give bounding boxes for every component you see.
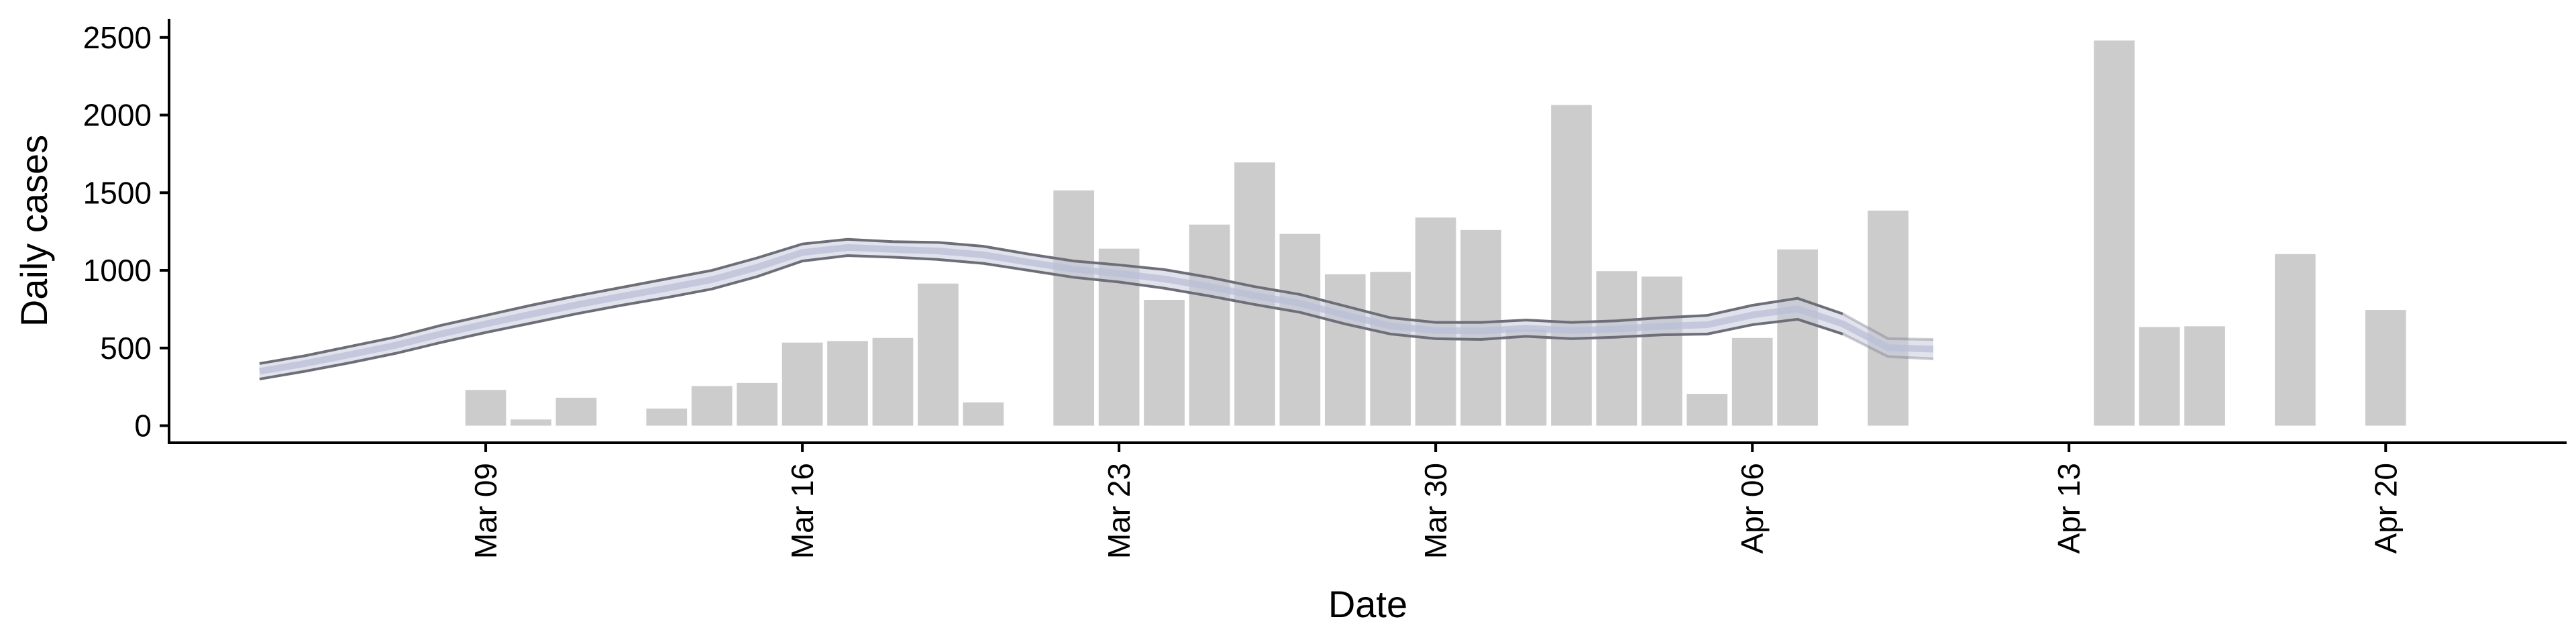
bar — [1731, 337, 1773, 426]
bar — [1596, 271, 1638, 426]
bar — [737, 382, 777, 426]
bar — [827, 341, 868, 426]
axes-layer — [168, 19, 2567, 444]
x-tick-label: Mar 30 — [1418, 463, 1453, 559]
bar — [691, 386, 733, 426]
x-tick-label: Apr 06 — [1735, 463, 1770, 554]
bar — [1370, 272, 1411, 426]
bar — [555, 397, 597, 426]
bar — [963, 402, 1004, 426]
y-tick-label: 2000 — [83, 98, 152, 133]
x-tick-label: Apr 20 — [2368, 463, 2403, 554]
x-ticks: Mar 09 Mar 16 Mar 23 Mar 30 Apr 06 Apr 13 Apr … — [468, 443, 2403, 559]
y-tick-label: 2500 — [83, 20, 152, 55]
bar — [782, 342, 823, 426]
x-tick-label: Mar 23 — [1102, 463, 1136, 559]
estimate-band-lower — [259, 254, 1843, 381]
x-tick-label: Mar 09 — [468, 463, 503, 559]
bar — [511, 419, 551, 426]
y-tick-label: 0 — [134, 409, 152, 443]
y-tick-label: 1500 — [83, 175, 152, 210]
estimate-band-upper — [259, 237, 1843, 365]
bar — [872, 337, 914, 426]
estimate-band-lower-faded — [1842, 333, 1934, 360]
bar — [1053, 190, 1095, 426]
bar — [1641, 276, 1682, 426]
bar — [1189, 224, 1230, 426]
y-tick-label: 1000 — [83, 253, 152, 288]
x-axis-title: Date — [1328, 583, 1407, 625]
y-axis-title: Daily cases — [13, 135, 55, 327]
bar — [1868, 210, 1909, 426]
bar — [2275, 254, 2316, 426]
bar — [1279, 233, 1321, 426]
bar — [1551, 105, 1592, 426]
y-ticks: 0 500 1000 1500 2000 2500 — [83, 20, 169, 443]
bar — [2139, 327, 2180, 426]
y-tick-label: 500 — [100, 331, 152, 366]
bar — [2094, 40, 2135, 426]
estimate-band-center — [259, 244, 1934, 375]
bar — [1686, 394, 1728, 426]
estimate-band-upper-faded — [1842, 313, 1933, 341]
bar — [918, 283, 959, 426]
x-tick-label: Apr 13 — [2051, 463, 2086, 554]
bar — [465, 390, 506, 426]
bar — [1324, 274, 1366, 426]
bar — [1777, 249, 1818, 426]
bar — [1144, 300, 1185, 426]
bar — [1505, 329, 1547, 426]
x-tick-label: Mar 16 — [785, 463, 820, 559]
bar — [2365, 310, 2406, 426]
bars-layer — [465, 40, 2406, 426]
estimate-band-layer — [259, 237, 1934, 381]
bar — [646, 409, 688, 426]
bar — [2184, 326, 2225, 426]
